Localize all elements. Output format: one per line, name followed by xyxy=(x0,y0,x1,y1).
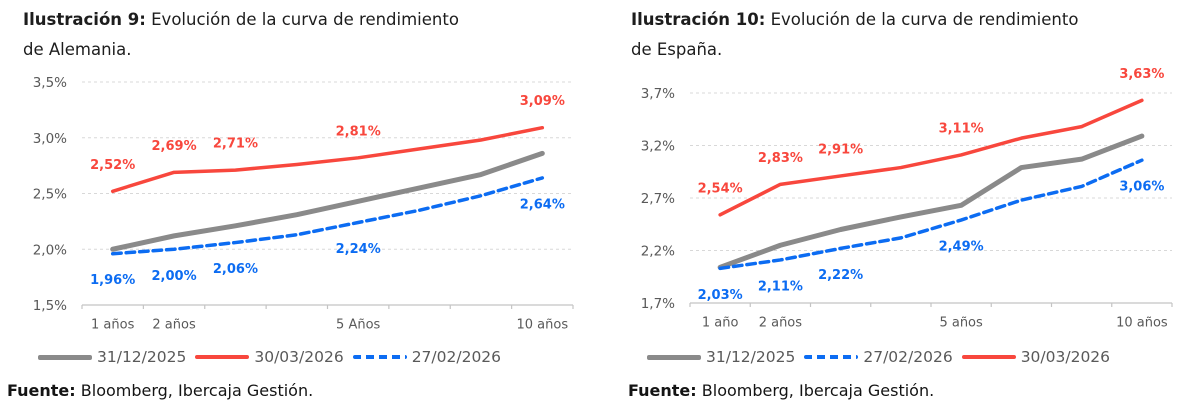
title-line-1: Ilustración 10: Evolución de la curva de… xyxy=(631,5,1078,35)
y-tick-label: 2,2% xyxy=(641,244,675,260)
y-tick-label: 1,5% xyxy=(33,298,67,314)
data-label: 2,24% xyxy=(336,242,381,257)
panel-germany: Ilustración 9: Evolución de la curva de … xyxy=(0,0,594,418)
legend-label: 30/03/2026 xyxy=(254,348,344,366)
y-tick-label: 2,5% xyxy=(33,187,67,203)
data-label: 2,69% xyxy=(152,139,197,154)
legend-label: 30/03/2026 xyxy=(1020,348,1111,366)
title-figure-number: Ilustración 10: xyxy=(631,10,766,29)
source-label: Fuente: xyxy=(628,381,697,400)
data-label: 2,71% xyxy=(213,137,258,152)
y-tick-label: 3,2% xyxy=(641,139,675,155)
x-tick-label: 5 años xyxy=(939,316,983,331)
legend-swatch-solid-line xyxy=(647,354,701,360)
source-label: Fuente: xyxy=(7,381,76,400)
x-tick-label: 10 años xyxy=(1116,316,1168,331)
legend-item: 27/02/2026 xyxy=(804,348,953,366)
legend-label: 31/12/2025 xyxy=(97,348,187,366)
title-figure-number: Ilustración 9: xyxy=(23,10,146,29)
legend-item: 31/12/2025 xyxy=(647,348,795,366)
legend-swatch-solid-line xyxy=(961,355,1016,359)
legend-spain: 31/12/2025 27/02/2026 30/03/2026 xyxy=(647,346,1110,368)
legend-item: 31/12/2025 xyxy=(38,348,186,366)
title-line-1: Ilustración 9: Evolución de la curva de … xyxy=(23,5,459,35)
legend-item: 27/02/2026 xyxy=(352,348,502,366)
legend-swatch-solid-line xyxy=(38,354,92,360)
series-line-27-02-2026 xyxy=(718,158,1144,271)
source-text: Bloomberg, Ibercaja Gestión. xyxy=(80,381,314,400)
data-label: 2,83% xyxy=(758,151,803,166)
series-line-31-12-2025 xyxy=(717,133,1145,270)
x-tick-label: 10 años xyxy=(517,318,569,333)
source-text: Bloomberg, Ibercaja Gestión. xyxy=(701,381,935,400)
title-text: Evolución de la curva de rendimiento xyxy=(770,10,1079,29)
legend-item: 30/03/2026 xyxy=(961,348,1111,366)
legend-item: 30/03/2026 xyxy=(195,348,344,366)
legend-label: 27/02/2026 xyxy=(411,348,502,366)
y-tick-label: 2,7% xyxy=(641,191,675,207)
x-tick-label: 1 años xyxy=(91,318,135,333)
legend-label: 31/12/2025 xyxy=(706,348,796,366)
data-label: 2,06% xyxy=(213,262,258,277)
source-note-spain: Fuente: Bloomberg, Ibercaja Gestión. xyxy=(628,381,934,400)
data-label: 3,63% xyxy=(1119,67,1164,82)
yield-curve-chart-spain: 3,7% 3,2% 2,7% 2,2% 1,7% 1 año 2 años 5 años 10 … xyxy=(641,67,1173,331)
x-tick-label: 5 Años xyxy=(336,318,380,333)
data-label: 2,54% xyxy=(698,181,743,196)
yield-curve-chart-germany: 3,5% 3,0% 2,5% 2,0% 1,5% 1 años 2 años 5 Años 10… xyxy=(33,75,574,333)
data-label: 3,11% xyxy=(939,121,984,136)
data-label: 2,00% xyxy=(152,269,197,284)
data-label: 2,91% xyxy=(818,142,863,157)
data-label: 3,06% xyxy=(1119,180,1164,195)
x-tick-label: 2 años xyxy=(152,318,196,333)
data-label: 2,11% xyxy=(758,279,803,294)
y-tick-label: 1,7% xyxy=(641,296,675,312)
title-text: Evolución de la curva de rendimiento xyxy=(151,10,459,29)
series-line-27-02-2026 xyxy=(110,176,545,256)
data-label: 2,22% xyxy=(818,268,863,283)
data-label: 2,49% xyxy=(939,240,984,255)
panel-spain: Ilustración 10: Evolución de la curva de… xyxy=(595,0,1189,418)
legend-swatch-dashed-line xyxy=(352,355,407,359)
legend-swatch-solid-line xyxy=(195,355,250,359)
source-note-germany: Fuente: Bloomberg, Ibercaja Gestión. xyxy=(7,381,313,400)
data-label: 2,81% xyxy=(336,124,381,139)
series-line-30-03-2026 xyxy=(718,98,1144,217)
y-tick-label: 3,5% xyxy=(33,75,67,91)
y-tick-label: 3,0% xyxy=(33,131,67,147)
data-label: 1,96% xyxy=(90,273,135,288)
legend-label: 27/02/2026 xyxy=(863,348,953,366)
legend-germany: 31/12/2025 30/03/2026 27/02/2026 xyxy=(38,346,501,368)
title-line-2: de Alemania. xyxy=(23,40,132,59)
title-line-2: de España. xyxy=(631,40,723,59)
chart-title-germany: Ilustración 9: Evolución de la curva de … xyxy=(23,5,459,65)
series-line-31-12-2025 xyxy=(110,150,545,252)
data-label: 3,09% xyxy=(520,94,565,109)
series-line-30-03-2026 xyxy=(110,125,545,194)
legend-swatch-dashed-line xyxy=(804,355,859,359)
data-label: 2,52% xyxy=(90,158,135,173)
x-tick-label: 2 años xyxy=(759,316,803,331)
y-tick-label: 3,7% xyxy=(641,86,675,102)
data-label: 2,03% xyxy=(698,288,743,303)
x-tick-label: 1 año xyxy=(702,316,739,331)
data-label: 2,64% xyxy=(520,197,565,212)
chart-title-spain: Ilustración 10: Evolución de la curva de… xyxy=(631,5,1078,65)
y-tick-label: 2,0% xyxy=(33,242,67,258)
